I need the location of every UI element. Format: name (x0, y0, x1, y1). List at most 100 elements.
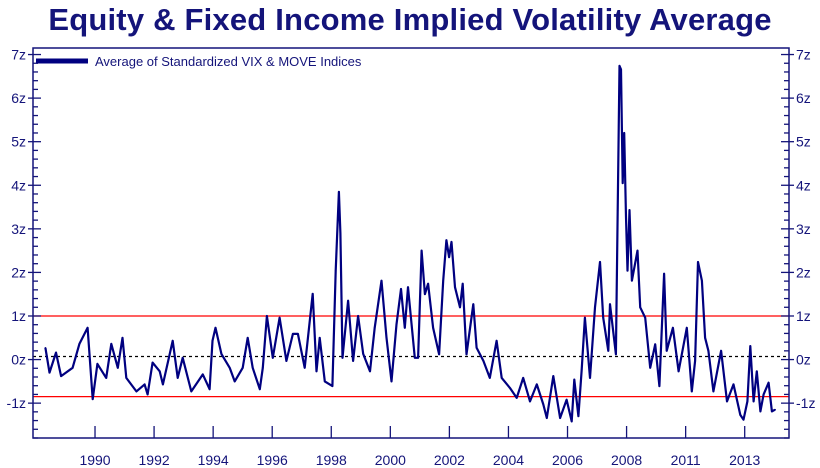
data-point (228, 367, 231, 369)
data-point (654, 343, 657, 346)
data-point (694, 360, 696, 362)
data-point (278, 316, 281, 319)
data-point (121, 336, 124, 339)
data-point (261, 367, 264, 369)
x-tick-label: 2006 (552, 452, 583, 468)
data-point (369, 370, 371, 373)
data-point (48, 371, 51, 374)
x-tick-label: 1990 (79, 452, 110, 468)
data-point (347, 299, 349, 302)
data-point (552, 375, 555, 377)
data-point (663, 272, 665, 275)
data-point (334, 269, 337, 272)
y-tick-label-left: -1z (7, 395, 26, 411)
y-tick-label-right: 6z (796, 90, 811, 106)
x-tick-label: 2002 (434, 452, 465, 468)
data-point (607, 350, 610, 352)
data-point (442, 279, 444, 282)
data-point (400, 288, 402, 290)
data-point (208, 388, 211, 390)
data-point (380, 279, 383, 282)
data-point (214, 326, 217, 329)
data-point (352, 360, 354, 362)
x-tick-label: 1992 (139, 452, 170, 468)
data-point (339, 232, 342, 234)
data-point (181, 357, 184, 359)
data-point (110, 343, 113, 345)
data-point (522, 377, 525, 379)
data-point (162, 383, 164, 386)
data-point (570, 420, 573, 423)
data-point (774, 408, 776, 411)
data-point (96, 363, 99, 365)
y-tick-label-left: 0z (11, 352, 26, 368)
data-point (631, 279, 633, 282)
data-point (341, 357, 344, 359)
data-point (60, 375, 62, 377)
data-point (599, 261, 601, 263)
x-tick-label: 2004 (493, 452, 524, 468)
data-point (445, 239, 448, 241)
data-point (414, 357, 416, 359)
data-point (701, 279, 703, 282)
data-point (739, 414, 742, 416)
data-point (385, 336, 388, 339)
data-point (636, 249, 639, 252)
data-point (71, 367, 74, 369)
data-point (292, 333, 294, 335)
data-point (529, 400, 531, 403)
data-point (233, 380, 236, 383)
x-tick-label: 2013 (729, 452, 760, 468)
data-point (644, 316, 646, 319)
data-point (266, 315, 268, 317)
data-point (171, 340, 174, 342)
data-point (756, 370, 758, 373)
data-point (323, 380, 326, 383)
data-point (246, 336, 249, 339)
data-point (580, 368, 583, 371)
data-point (620, 68, 622, 71)
data-point (536, 383, 538, 386)
data-point (357, 315, 359, 317)
data-point (44, 346, 47, 349)
data-point (742, 418, 745, 421)
y-tick-label-left: 5z (11, 134, 26, 150)
data-point (135, 390, 138, 393)
data-point (297, 333, 299, 335)
data-point (752, 400, 755, 403)
y-tick-label-right: 3z (796, 221, 811, 237)
data-point (303, 367, 306, 369)
x-tick-label: 1994 (198, 452, 229, 468)
data-point (390, 380, 393, 383)
data-point (609, 303, 611, 306)
data-point (691, 390, 693, 393)
data-point (495, 340, 498, 342)
data-point (427, 282, 429, 285)
y-axis-ticks: -1z -1z 0z 0z 1z 1z 2z 2z 3z 3z 4z 4z 5z 5z 6z 6z 7z 7z (7, 47, 815, 439)
data-point (515, 397, 518, 399)
data-point (542, 403, 545, 406)
data-point (628, 209, 631, 211)
data-point (461, 282, 464, 285)
data-point (338, 190, 340, 193)
x-tick-label: 1996 (257, 452, 288, 468)
data-point (584, 316, 586, 319)
chart-title: Equity & Fixed Income Implied Volatility… (48, 2, 772, 37)
data-point (420, 249, 423, 252)
data-point (55, 351, 57, 354)
data-point (602, 316, 605, 319)
data-point (546, 417, 548, 419)
data-point (594, 306, 596, 309)
data-point (105, 377, 108, 379)
data-point (746, 400, 749, 403)
series-layer (44, 64, 776, 423)
y-tick-label-right: 1z (796, 308, 811, 324)
legend: Average of Standardized VIX & MOVE Indic… (36, 54, 362, 69)
data-point (311, 292, 314, 295)
data-point (432, 326, 434, 329)
data-point (726, 400, 728, 403)
data-point (362, 353, 364, 355)
plot-frame (32, 47, 790, 439)
data-point (454, 286, 456, 289)
y-tick-label-left: 4z (11, 177, 26, 193)
